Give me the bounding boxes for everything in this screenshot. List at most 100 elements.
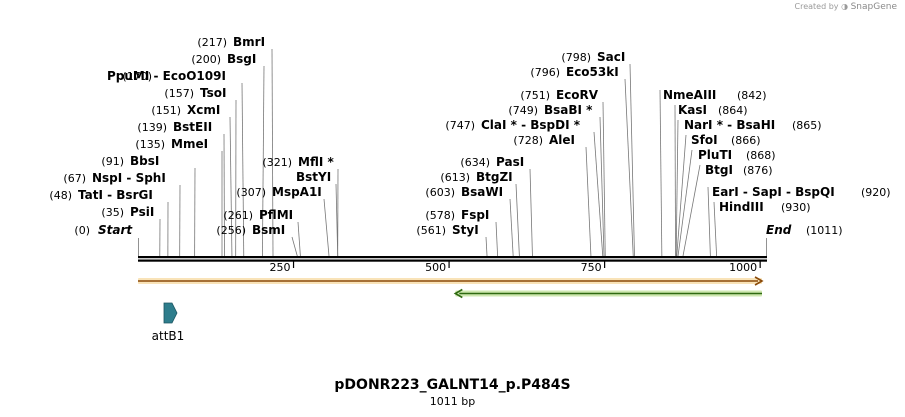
site-position: (321) — [262, 156, 292, 169]
backbone-bottom-strand — [138, 259, 767, 262]
tick-label: 750 — [581, 261, 602, 274]
site-connector — [593, 131, 604, 257]
site-connector — [509, 198, 514, 257]
site-center-4-0[interactable]: (561) StyI — [416, 223, 488, 257]
attb1-arrow[interactable] — [163, 302, 178, 324]
site-name: AleI — [549, 133, 575, 147]
site-position: (876) — [743, 164, 773, 177]
site-left-1-0[interactable]: (200) BsgI — [191, 52, 265, 257]
start-marker[interactable]: (0) Start — [74, 223, 139, 256]
site-left-3-0[interactable]: (157) TsoI — [164, 86, 237, 257]
site-position: (798) — [561, 51, 591, 64]
site-left-6-0[interactable]: (135) MmeI — [135, 137, 223, 257]
site-right-7[interactable]: HindIII (930) — [713, 200, 811, 257]
site-position: (751) — [520, 89, 550, 102]
site-connector — [682, 164, 701, 257]
site-right-4[interactable]: PluTI (868) — [677, 148, 776, 257]
site-left-0-0[interactable]: (217) BmrI — [197, 35, 274, 257]
site-rightcenter-1-0[interactable]: (796) Eco53kI — [530, 65, 634, 257]
site-name: BsaWI — [461, 185, 503, 199]
site-name: StyI — [452, 223, 479, 237]
site-name: FspI — [461, 208, 489, 222]
site-connector — [262, 65, 265, 257]
site-name: BtgZI — [476, 170, 513, 184]
site-connector — [585, 146, 592, 257]
site-name: MspA1I — [272, 185, 322, 199]
site-connector — [674, 104, 676, 257]
site-name: SfoI — [691, 133, 718, 147]
site-right-5[interactable]: BtgI (876) — [682, 163, 773, 257]
site-position: (135) — [135, 138, 165, 151]
site-position: (866) — [731, 134, 761, 147]
ruler-tick-500: 500 — [425, 260, 450, 274]
site-name: BsmI — [252, 223, 285, 237]
site-position: (868) — [746, 149, 776, 162]
credit-prefix: Created by — [794, 2, 839, 11]
site-position: (603) — [425, 186, 455, 199]
site-left-5-0[interactable]: (139) BstEII — [137, 120, 225, 257]
site-connector — [676, 134, 687, 257]
site-position: (578) — [425, 209, 455, 222]
site-connector — [602, 101, 606, 257]
site-left-8-0[interactable]: (67) NspI - SphI — [63, 171, 181, 257]
snapgene-icon: ◑ — [841, 2, 849, 11]
site-position: (91) — [101, 155, 124, 168]
site-left-9-0[interactable]: (48) TatI - BsrGI — [49, 188, 169, 257]
site-right-3[interactable]: SfoI (866) — [676, 133, 761, 257]
site-name: XcmI — [187, 103, 220, 117]
site-connector — [229, 116, 233, 257]
site-name: BstEII — [173, 120, 212, 134]
site-position: (561) — [416, 224, 446, 237]
site-center-3-0[interactable]: (578) FspI — [425, 208, 499, 257]
site-rightcenter-4-0[interactable]: (747) ClaI * - BspDI * — [445, 118, 604, 257]
site-left-7-0[interactable]: (91) BbsI — [101, 154, 196, 257]
site-connector — [707, 186, 711, 257]
ruler-tick-250: 250 — [270, 260, 295, 274]
site-position: (261) — [223, 209, 253, 222]
site-mid-3-0[interactable]: (261) PflMI — [223, 208, 301, 257]
site-name: EcoRV — [556, 88, 599, 102]
site-connector — [291, 236, 298, 257]
site-right-2[interactable]: NarI * - BsaHI (865) — [675, 118, 822, 257]
site-center-1-0[interactable]: (613) BtgZI — [440, 170, 520, 257]
site-name: NmeAIII — [663, 88, 716, 102]
site-right-0[interactable]: NmeAIII (842) — [659, 88, 767, 257]
site-connector — [675, 119, 679, 257]
site-left-2-0[interactable]: (170)PpuMI - EcoO109I — [107, 69, 245, 257]
site-rightcenter-3-0[interactable]: (749) BsaBI * — [508, 103, 605, 257]
site-position: (920) — [861, 186, 891, 199]
site-position: (864) — [718, 104, 748, 117]
site-position: (67) — [63, 172, 86, 185]
site-left-4-0[interactable]: (151) XcmI — [151, 103, 233, 257]
site-connector — [529, 168, 533, 257]
site-rightcenter-0-0[interactable]: (798) SacI — [561, 50, 635, 257]
site-mid-1-0[interactable]: BstYI — [296, 170, 339, 257]
green-reverse-feature[interactable] — [453, 288, 762, 299]
credit-brand: SnapGene — [850, 2, 897, 12]
attb1-feature: attB1 — [152, 302, 184, 343]
site-center-0-0[interactable]: (634) PasI — [460, 155, 533, 257]
backbone-top-strand — [138, 256, 767, 259]
orange-forward-feature[interactable] — [138, 276, 764, 286]
site-mid-2-0[interactable]: (307) MspA1I — [236, 185, 330, 257]
site-name: PsiI — [130, 205, 154, 219]
site-name: PpuMI - EcoO109I — [107, 69, 226, 83]
site-connector — [515, 183, 520, 257]
site-mid-4-0[interactable]: (256) BsmI — [216, 223, 298, 257]
site-name: PasI — [496, 155, 524, 169]
site-right-1[interactable]: KasI (864) — [674, 103, 748, 257]
site-center-2-0[interactable]: (603) BsaWI — [425, 185, 514, 257]
site-rightcenter-5-0[interactable]: (728) AleI — [513, 133, 592, 257]
site-rightcenter-2-0[interactable]: (751) EcoRV — [520, 88, 606, 257]
site-right-6[interactable]: EarI - SapI - BspQI (920) — [707, 185, 891, 257]
backbone — [138, 256, 767, 262]
site-position: (151) — [151, 104, 181, 117]
site-name: TatI - BsrGI — [78, 188, 153, 202]
site-left-10-0[interactable]: (35) PsiI — [101, 205, 161, 257]
end-marker[interactable]: End (1011) — [766, 223, 843, 256]
site-position: (200) — [191, 53, 221, 66]
ruler-tick-1000: 1000 — [729, 260, 761, 274]
site-mid-0-0[interactable]: (321) MflI * — [262, 155, 339, 257]
site-name: MmeI — [171, 137, 208, 151]
site-connector — [659, 89, 663, 257]
